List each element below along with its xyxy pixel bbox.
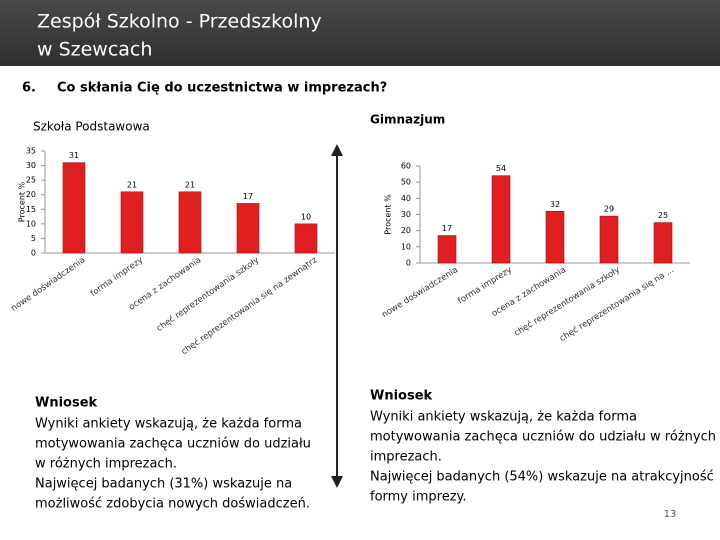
data-label: 25 — [658, 211, 668, 220]
header-band — [0, 0, 720, 66]
conclusion: Wniosek Wyniki ankiety wskazują, że każda… — [35, 396, 311, 512]
data-label: 21 — [127, 180, 137, 189]
bar — [294, 223, 318, 254]
data-label: 54 — [496, 164, 506, 173]
y-tick-label: 25 — [26, 176, 36, 185]
question: Co skłania Cię do uczestnictwa w impreza… — [57, 81, 387, 96]
chart-title: Szkoła Podstawowa — [33, 120, 150, 134]
bar — [599, 215, 619, 264]
y-tick-label: 30 — [401, 210, 411, 219]
data-label: 29 — [604, 205, 614, 214]
chart-title: Gimnazjum — [370, 113, 445, 127]
conclusion-heading: Wniosek — [35, 396, 98, 411]
data-label: 17 — [243, 192, 253, 201]
y-tick-label: 0 — [406, 259, 411, 268]
y-tick-label: 5 — [31, 234, 36, 243]
data-label: 21 — [185, 180, 195, 189]
data-label: 32 — [550, 200, 560, 209]
y-tick-label: 0 — [31, 249, 36, 258]
bar — [178, 191, 202, 254]
y-tick-label: 50 — [401, 178, 411, 187]
data-label: 31 — [69, 151, 79, 160]
conclusion-line: Najwięcej badanych (31%) wskazuje na — [35, 477, 292, 492]
conclusion-line: możliwość zdobycia nowych doświadczeń. — [35, 497, 310, 512]
conclusion-line: imprezach. — [370, 450, 442, 465]
y-tick-label: 15 — [26, 205, 36, 214]
y-axis-label: Procent % — [384, 194, 393, 235]
bar — [236, 203, 260, 254]
y-tick-label: 60 — [401, 162, 411, 171]
y-axis-label: Procent % — [18, 181, 27, 222]
data-label: 10 — [301, 212, 311, 221]
conclusion-line: w różnych imprezach. — [35, 457, 177, 472]
question-number: 6. — [22, 81, 36, 96]
conclusion-line: motywowania zachęca uczniów do udziału — [35, 437, 311, 452]
y-tick-label: 10 — [401, 242, 411, 251]
conclusion-line: motywowania zachęca uczniów do udziału w… — [370, 430, 716, 445]
y-tick-label: 20 — [26, 190, 36, 199]
slide-title: Zespół Szkolno - Przedszkolny — [37, 11, 322, 33]
bar — [545, 210, 565, 264]
y-tick-label: 20 — [401, 226, 411, 235]
y-tick-label: 10 — [26, 219, 36, 228]
conclusion-line: Wyniki ankiety wskazują, że każda forma — [370, 410, 637, 425]
bar — [120, 191, 144, 254]
y-tick-label: 40 — [401, 194, 411, 203]
conclusion-line: Najwięcej badanych (54%) wskazuje na atr… — [370, 470, 714, 485]
conclusion-line: formy imprezy. — [370, 490, 467, 505]
slide-title: w Szewcach — [37, 39, 152, 61]
bar — [437, 235, 457, 264]
data-label: 17 — [442, 224, 452, 233]
y-tick-label: 30 — [26, 161, 36, 170]
bar — [491, 175, 511, 264]
y-tick-label: 35 — [26, 147, 36, 156]
bar — [653, 222, 673, 264]
page-number: 13 — [664, 509, 677, 520]
bar — [62, 162, 86, 254]
conclusion-line: Wyniki ankiety wskazują, że każda forma — [35, 417, 302, 432]
conclusion: Wniosek Wyniki ankiety wskazują, że każda… — [370, 389, 716, 505]
conclusion-heading: Wniosek — [370, 389, 433, 404]
